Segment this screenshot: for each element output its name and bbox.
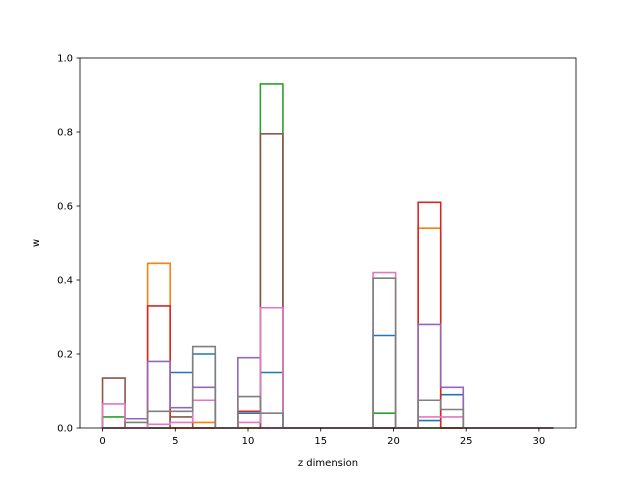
y-tick-label: 0.0 bbox=[57, 424, 73, 435]
x-tick-label: 30 bbox=[533, 436, 546, 447]
y-tick-label: 0.4 bbox=[57, 276, 73, 287]
x-tick-label: 25 bbox=[460, 436, 473, 447]
plot-frame bbox=[79, 57, 577, 429]
x-axis-label: z dimension bbox=[298, 458, 358, 469]
y-tick-label: 0.2 bbox=[57, 350, 73, 361]
series-step-7 bbox=[101, 271, 554, 429]
x-tick-label: 0 bbox=[99, 436, 105, 447]
y-tick-label: 0.8 bbox=[57, 128, 73, 139]
plot-area bbox=[80, 58, 576, 428]
x-tick-label: 20 bbox=[387, 436, 400, 447]
y-axis-ticks: 0.0 0.2 0.4 0.6 0.8 1.0 bbox=[57, 54, 80, 435]
x-tick-label: 5 bbox=[172, 436, 178, 447]
x-tick-label: 15 bbox=[314, 436, 327, 447]
y-tick-label: 1.0 bbox=[57, 54, 73, 65]
y-tick-label: 0.6 bbox=[57, 202, 73, 213]
y-axis-label: w bbox=[31, 239, 42, 247]
x-axis-ticks: 0 5 10 15 20 25 30 bbox=[99, 428, 545, 447]
x-tick-label: 10 bbox=[242, 436, 255, 447]
